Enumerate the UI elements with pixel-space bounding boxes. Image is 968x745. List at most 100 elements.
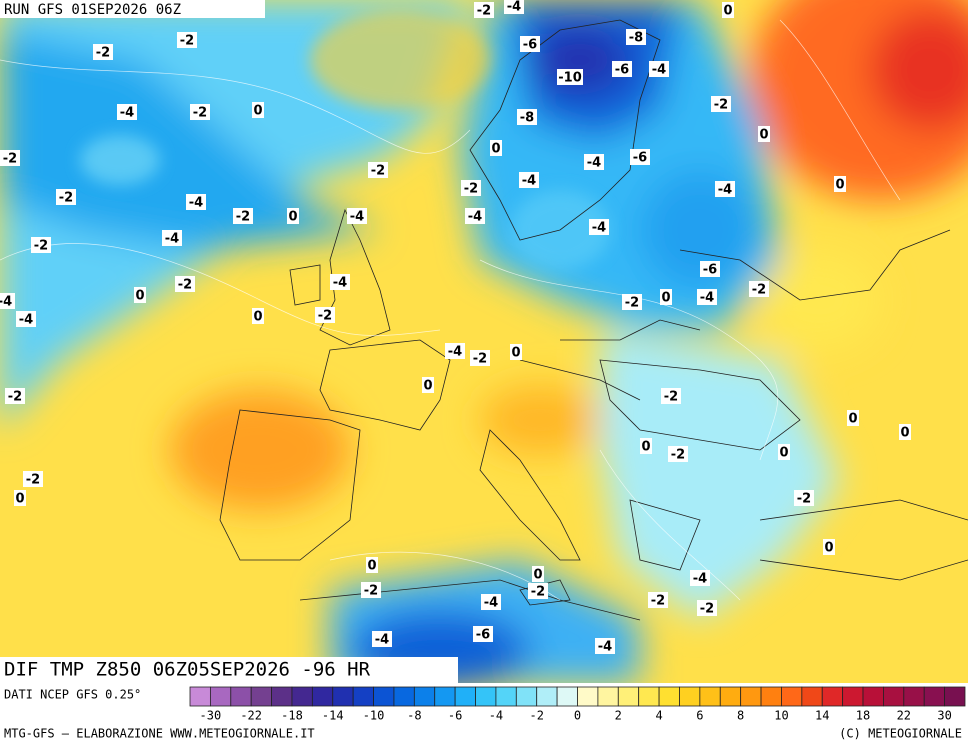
colorbar-swatch — [291, 686, 313, 707]
data-source: DATI NCEP GFS 0.25° — [4, 688, 141, 702]
colorbar-label: 22 — [897, 709, 911, 723]
contour-label-box — [0, 150, 20, 166]
contour-label-box — [697, 600, 717, 616]
contour-label: -2 — [8, 390, 22, 405]
colorbar-swatch — [719, 686, 742, 707]
colorbar-label: -18 — [281, 709, 303, 723]
contour-label: 0 — [641, 440, 650, 455]
contour-label: -4 — [700, 291, 714, 306]
contour-label-box — [749, 281, 769, 297]
colorbar-label: 8 — [737, 709, 744, 723]
colorbar-swatch — [271, 686, 293, 707]
contour-label: -4 — [484, 596, 498, 611]
contour-label-box — [589, 219, 609, 235]
colorbar-label: -22 — [240, 709, 262, 723]
contour-label-box — [532, 566, 544, 582]
contour-label: -4 — [522, 174, 536, 189]
contour-label: -4 — [375, 633, 389, 648]
header-box — [0, 0, 265, 18]
colorbar-swatch — [903, 686, 925, 707]
contour-label-box — [668, 446, 688, 462]
contour-label-box — [517, 109, 537, 125]
colorbar-swatch — [699, 686, 721, 707]
colorbar-swatch — [617, 686, 640, 707]
contour-label: 0 — [253, 310, 262, 325]
contour-label-box — [16, 311, 36, 327]
contour-label-box — [134, 287, 146, 303]
colorbar-swatch — [352, 686, 374, 707]
colorbar-label: 14 — [815, 709, 829, 723]
contour-label: 0 — [367, 559, 376, 574]
contour-label: -8 — [629, 31, 643, 46]
contour-label-box — [519, 172, 539, 188]
contour-label-box — [622, 294, 642, 310]
contour-label: -4 — [587, 156, 601, 171]
contour-label: 0 — [253, 104, 262, 119]
contour-label-box — [899, 424, 911, 440]
colorbar-label: -4 — [489, 709, 503, 723]
contour-label-box — [252, 102, 264, 118]
contour-label: -2 — [671, 448, 685, 463]
contour-label: 0 — [661, 291, 670, 306]
contour-label-box — [5, 388, 25, 404]
contour-label: -4 — [652, 63, 666, 78]
contour-label-box — [630, 149, 650, 165]
contour-label-box — [372, 631, 392, 647]
contour-label-box — [117, 104, 137, 120]
contour-label: -4 — [19, 313, 33, 328]
contour-label: -2 — [26, 473, 40, 488]
contour-label-box — [847, 410, 859, 426]
colorbar-swatch — [658, 686, 680, 707]
contour-label: -6 — [703, 263, 717, 278]
colorbar-swatch — [842, 686, 864, 707]
contour-label-box — [690, 570, 710, 586]
colorbar-swatch — [209, 686, 232, 707]
colorbar-label: 18 — [856, 709, 870, 723]
colorbar-swatch — [393, 686, 415, 707]
contour-label-box — [697, 289, 717, 305]
contour-label-box — [14, 490, 26, 506]
contour-label: -2 — [236, 210, 250, 225]
contour-label-box — [422, 377, 434, 393]
colorbar-swatch — [944, 686, 966, 707]
colorbar-label: -6 — [448, 709, 462, 723]
colorbar-swatch — [883, 686, 905, 707]
contour-label: -2 — [664, 390, 678, 405]
colorbar-swatch — [740, 686, 762, 707]
contour-label: -4 — [333, 276, 347, 291]
colorbar-label: 0 — [574, 709, 581, 723]
contour-label-box — [252, 308, 264, 324]
contour-label-box — [465, 208, 485, 224]
colorbar-swatch — [638, 686, 660, 707]
colorbar-swatch — [781, 686, 803, 707]
contour-label: -4 — [592, 221, 606, 236]
contour-label: 0 — [15, 492, 24, 507]
colorbar-swatch — [760, 686, 782, 707]
contour-label-box — [528, 583, 548, 599]
contour-label: -4 — [693, 572, 707, 587]
contour-label-box — [715, 181, 735, 197]
contour-label: 0 — [779, 446, 788, 461]
contour-label: 0 — [900, 426, 909, 441]
contour-label: -4 — [120, 106, 134, 121]
contour-label: -2 — [34, 239, 48, 254]
contour-label: -6 — [476, 628, 490, 643]
contour-label: -2 — [193, 106, 207, 121]
contour-label: -2 — [464, 182, 478, 197]
colorbar-label: -8 — [407, 709, 421, 723]
colorbar-swatch — [577, 686, 599, 707]
contour-label: 0 — [511, 346, 520, 361]
contour-label-box — [186, 194, 206, 210]
colorbar-label: 30 — [937, 709, 951, 723]
contour-label: -2 — [371, 164, 385, 179]
colorbar-swatch — [475, 686, 497, 707]
contour-label-box — [177, 32, 197, 48]
colorbar-swatch — [679, 686, 701, 707]
contour-label: 0 — [723, 4, 732, 19]
contour-label: -2 — [797, 492, 811, 507]
colorbar-swatch — [250, 686, 272, 707]
contour-label-box — [56, 189, 76, 205]
contour-label: -4 — [468, 210, 482, 225]
colorbar-swatch — [434, 686, 456, 707]
